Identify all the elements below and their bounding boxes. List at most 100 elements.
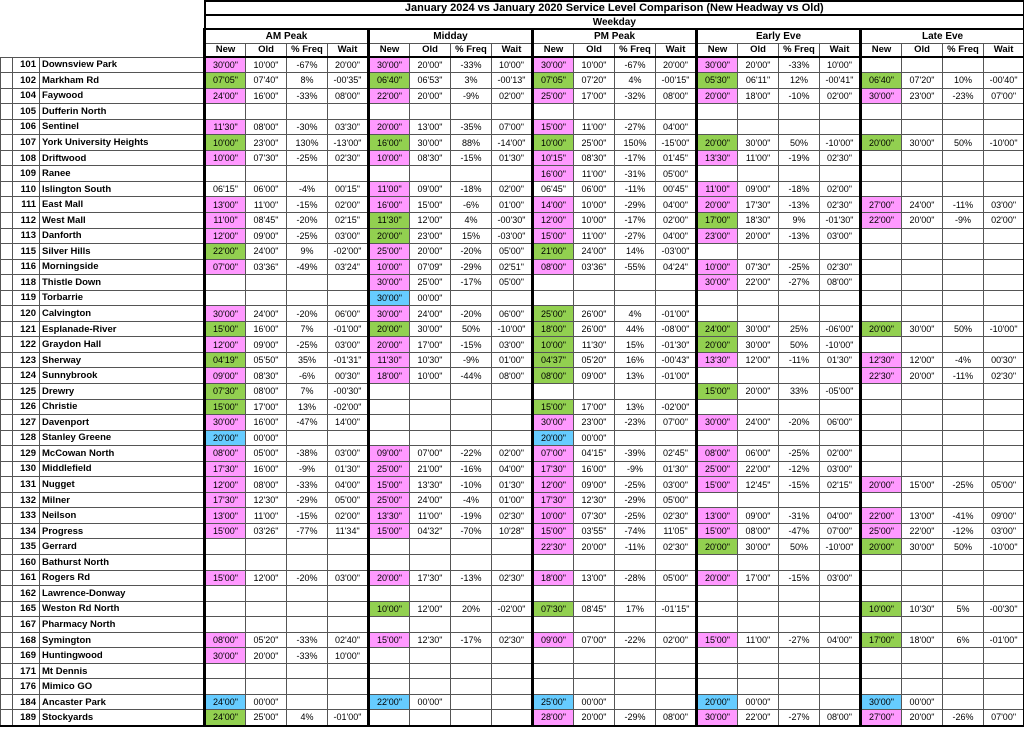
headway-old-cell — [901, 149, 944, 167]
route-number: 115 — [12, 243, 40, 260]
headway-new-cell: 15'00" — [203, 398, 247, 416]
freq-change-cell — [614, 647, 657, 664]
col-header-freq: % Freq — [286, 42, 329, 58]
headway-old-cell: 24'00" — [245, 243, 288, 260]
headway-new-cell — [203, 600, 247, 618]
row-gutter-cell — [0, 336, 13, 353]
row-gutter-cell — [0, 538, 13, 555]
wait-change-cell — [655, 429, 698, 447]
wait-change-cell: 02'15" — [327, 211, 370, 229]
headway-old-cell — [245, 165, 288, 182]
headway-old-cell: 17'00" — [573, 398, 616, 416]
headway-new-cell: 10'00" — [531, 336, 575, 353]
table-row: 171 Mt Dennis — [0, 662, 1024, 680]
headway-new-cell: 30'00" — [531, 56, 575, 74]
headway-new-cell: 15'00" — [203, 569, 247, 587]
wait-change-cell: 02'15" — [819, 476, 862, 493]
freq-change-cell: 13% — [286, 398, 329, 416]
route-name: Pharmacy North — [38, 616, 207, 633]
table-row: 121 Esplanade-River 15'00" 16'00" 7% -01'00" 2… — [0, 320, 1024, 338]
wait-change-cell — [655, 647, 698, 664]
headway-new-cell: 30'00" — [367, 274, 411, 291]
row-gutter-cell — [0, 460, 13, 478]
headway-new-cell — [859, 554, 903, 571]
headway-new-cell: 22'00" — [203, 243, 247, 260]
wait-change-cell — [327, 585, 370, 602]
route-number: 121 — [12, 320, 40, 338]
route-name: Mt Dennis — [38, 662, 207, 680]
route-number: 176 — [12, 678, 40, 695]
freq-change-cell: 15% — [614, 336, 657, 353]
wait-change-cell — [983, 616, 1024, 633]
headway-new-cell — [695, 678, 739, 695]
freq-change-cell — [778, 678, 821, 695]
route-number: 111 — [12, 196, 40, 213]
headway-new-cell: 27'00" — [859, 709, 903, 727]
headway-new-cell: 10'00" — [859, 600, 903, 618]
wait-change-cell: 00'15" — [327, 180, 370, 198]
headway-new-cell: 24'00" — [203, 87, 247, 105]
headway-old-cell — [573, 678, 616, 695]
wait-change-cell: 08'00" — [655, 709, 698, 727]
wait-change-cell — [983, 445, 1024, 462]
freq-change-cell: -15% — [286, 196, 329, 213]
headway-new-cell: 12'00" — [203, 336, 247, 353]
wait-change-cell: -00'30" — [327, 382, 370, 400]
headway-old-cell: 12'00" — [409, 600, 452, 618]
freq-change-cell: -26% — [942, 709, 985, 727]
freq-change-cell: -10% — [450, 476, 493, 493]
col-header-freq: % Freq — [450, 42, 493, 58]
headway-old-cell — [901, 243, 944, 260]
freq-change-cell: 50% — [942, 320, 985, 338]
route-name: Sunnybrook — [38, 367, 207, 384]
wait-change-cell: 06'00" — [491, 305, 534, 322]
freq-change-cell: -13% — [778, 227, 821, 245]
headway-old-cell: 25'00" — [573, 134, 616, 151]
wait-change-cell: -00'40" — [983, 72, 1024, 89]
freq-change-cell — [614, 662, 657, 680]
wait-change-cell — [655, 662, 698, 680]
freq-change-cell: 7% — [286, 320, 329, 338]
route-number: 171 — [12, 662, 40, 680]
headway-old-cell — [245, 616, 288, 633]
route-number: 125 — [12, 382, 40, 400]
wait-change-cell — [983, 118, 1024, 136]
wait-change-cell: 02'30" — [819, 196, 862, 213]
headway-new-cell: 20'00" — [695, 693, 739, 711]
headway-new-cell — [695, 647, 739, 664]
headway-new-cell — [695, 305, 739, 322]
table-row: 134 Progress 15'00" 03'26" -77% 11'34" 15'00" 0… — [0, 522, 1024, 540]
wait-change-cell — [491, 678, 534, 695]
freq-change-cell: -22% — [614, 631, 657, 649]
headway-new-cell — [367, 414, 411, 431]
headway-old-cell — [573, 662, 616, 680]
wait-change-cell — [983, 274, 1024, 291]
wait-change-cell: 02'30" — [819, 258, 862, 276]
headway-old-cell — [409, 103, 452, 120]
headway-new-cell: 25'00" — [531, 693, 575, 711]
freq-change-cell — [778, 305, 821, 322]
headway-old-cell: 20'00" — [901, 367, 944, 384]
headway-old-cell: 16'00" — [573, 460, 616, 478]
route-name: Mimico GO — [38, 678, 207, 695]
headway-old-cell — [245, 289, 288, 307]
wait-change-cell — [327, 662, 370, 680]
headway-old-cell: 00'00" — [573, 429, 616, 447]
freq-change-cell: -15% — [450, 336, 493, 353]
wait-change-cell — [491, 693, 534, 711]
headway-new-cell — [859, 382, 903, 400]
col-header-old: Old — [737, 42, 780, 58]
headway-old-cell — [573, 616, 616, 633]
headway-new-cell: 12'00" — [203, 476, 247, 493]
wait-change-cell: 04'00" — [327, 476, 370, 493]
wait-change-cell — [983, 382, 1024, 400]
headway-old-cell: 03'26" — [245, 522, 288, 540]
headway-new-cell: 17'00" — [859, 631, 903, 649]
headway-old-cell: 24'00" — [245, 305, 288, 322]
headway-old-cell: 08'30" — [573, 149, 616, 167]
freq-change-cell: -27% — [614, 227, 657, 245]
table-row: 109 Ranee 16'00" 11'00" -31% 05'00" — [0, 165, 1024, 182]
day-type-row: Weekday — [0, 14, 1024, 30]
wait-change-cell: 01'00" — [491, 196, 534, 213]
wait-change-cell: 01'30" — [655, 460, 698, 478]
